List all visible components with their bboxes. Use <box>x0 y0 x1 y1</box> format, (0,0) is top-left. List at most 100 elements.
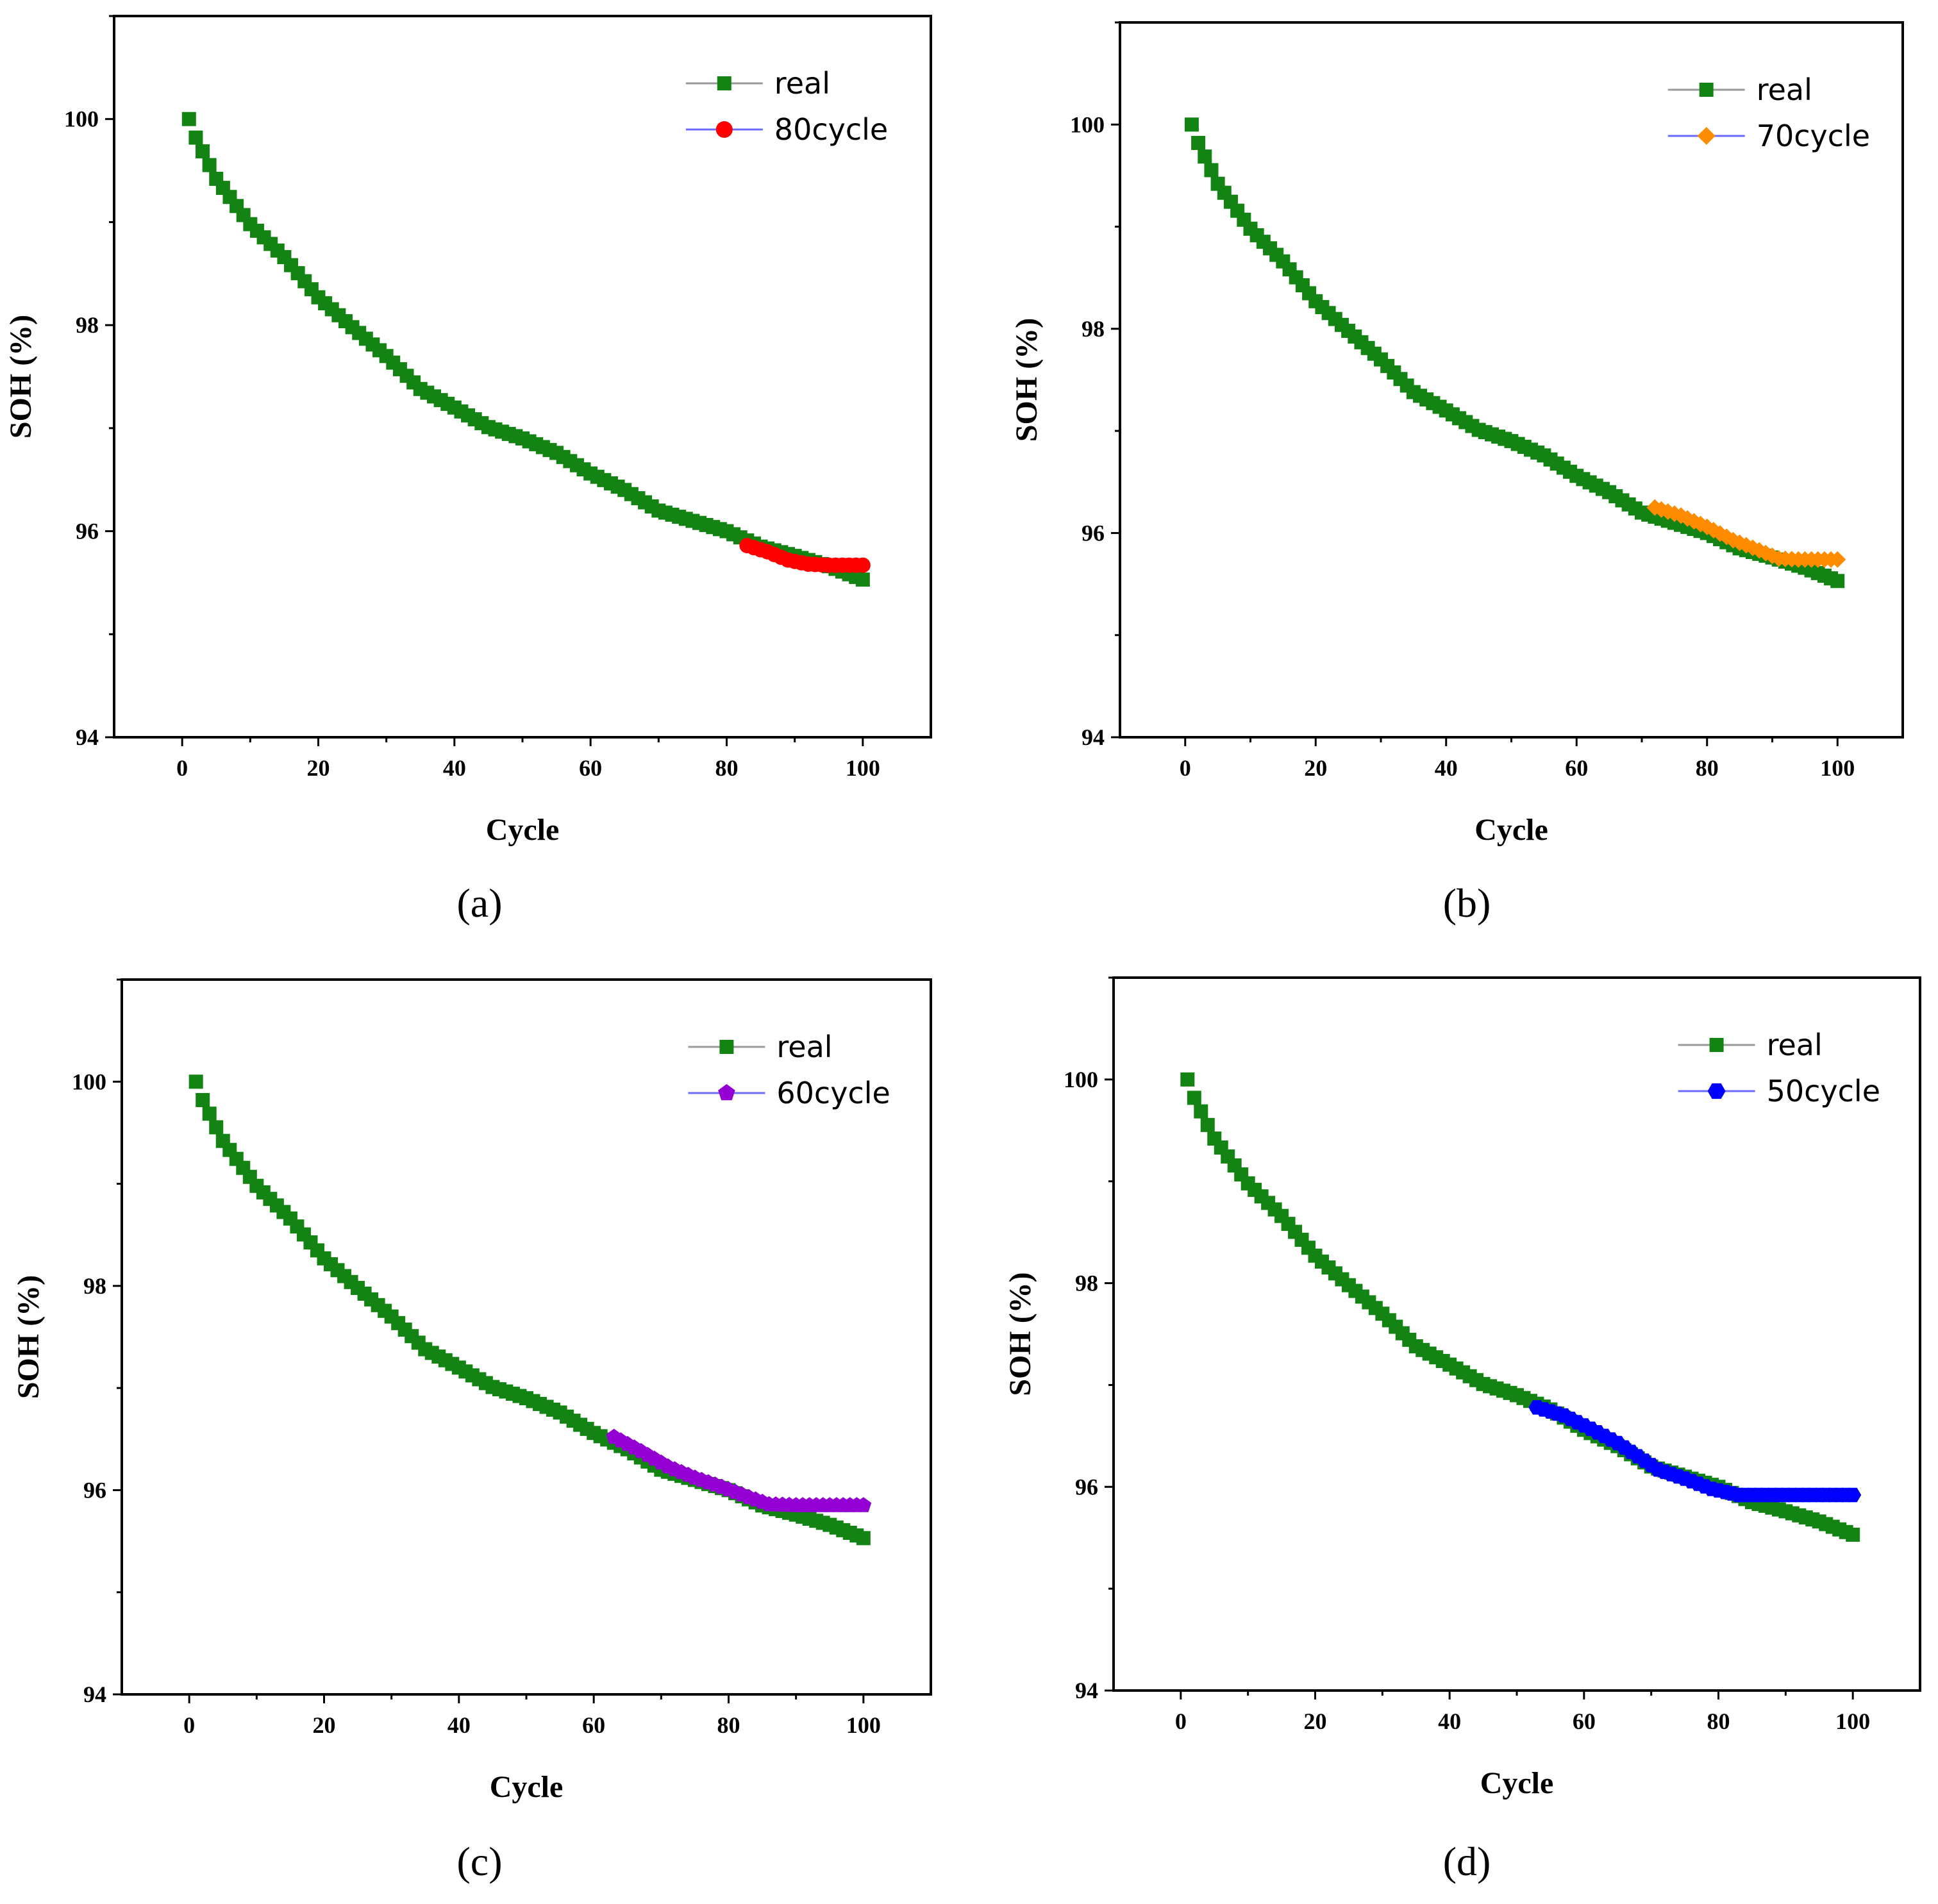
panel-b: 0 20 40 60 80 100 94 96 98 100 Cycle SOH (%) real 70c… <box>1010 21 1904 926</box>
y-axis-title: SOH (%) <box>1003 1272 1037 1396</box>
y-tick-label: 100 <box>72 1069 106 1094</box>
legend-marker-60cycle <box>718 1084 735 1101</box>
y-tick-label: 98 <box>1082 316 1105 342</box>
data-point-real <box>202 158 217 172</box>
panel-caption: (a) <box>456 880 502 926</box>
x-tick-label: 60 <box>1565 755 1588 781</box>
y-axis-title: SOH (%) <box>4 315 38 438</box>
x-tick-label: 0 <box>176 755 188 781</box>
x-tick-label: 0 <box>183 1712 195 1738</box>
y-tick-label: 94 <box>1075 1678 1098 1703</box>
panel-caption: (c) <box>456 1839 502 1884</box>
legend-label: real <box>776 1030 832 1064</box>
y-tick-label: 100 <box>1064 1067 1098 1092</box>
data-point-real <box>181 112 196 126</box>
legend-marker-70cycle <box>1697 127 1716 145</box>
data-point-real <box>1204 163 1219 178</box>
y-tick-label: 100 <box>1070 112 1105 137</box>
x-axis-title: Cycle <box>490 1770 564 1804</box>
x-tick-label: 0 <box>1180 755 1191 781</box>
legend-marker-real <box>1709 1038 1724 1052</box>
y-tick-label: 94 <box>1082 724 1105 750</box>
x-tick-label: 100 <box>846 755 880 781</box>
data-point-real <box>1184 117 1199 132</box>
panel-a: 0 20 40 60 80 100 94 96 98 100 Cycle SOH (%) real 80c… <box>4 15 932 926</box>
x-tick-label: 20 <box>307 755 330 781</box>
y-tick-label: 98 <box>83 1273 106 1299</box>
data-point-real <box>209 1120 224 1135</box>
y-tick-label: 100 <box>64 106 99 132</box>
data-point-70cycle <box>1829 551 1846 568</box>
x-tick-label: 20 <box>1304 755 1327 781</box>
panel-caption: (b) <box>1443 880 1491 926</box>
data-point-real <box>1194 1104 1208 1119</box>
y-axis-title: SOH (%) <box>1010 318 1044 442</box>
panel-c: 0 20 40 60 80 100 94 96 98 100 Cycle SOH (%) real 60c… <box>12 978 932 1884</box>
data-point-real <box>1191 135 1206 150</box>
data-point-real <box>196 1092 210 1107</box>
x-tick-label: 100 <box>846 1712 881 1738</box>
data-point-50cycle <box>1844 1487 1862 1503</box>
x-tick-label: 80 <box>715 755 739 781</box>
legend-label: 80cycle <box>774 112 888 147</box>
x-tick-label: 60 <box>582 1712 605 1738</box>
x-tick-label: 40 <box>1438 1708 1461 1734</box>
x-tick-label: 40 <box>1435 755 1458 781</box>
x-tick-label: 0 <box>1175 1708 1187 1734</box>
x-tick-label: 80 <box>717 1712 740 1738</box>
x-tick-label: 20 <box>313 1712 336 1738</box>
data-point-real <box>1180 1072 1195 1087</box>
y-tick-label: 98 <box>1075 1271 1098 1296</box>
legend-label: 70cycle <box>1757 119 1870 153</box>
x-tick-label: 20 <box>1304 1708 1327 1734</box>
y-axis-title: SOH (%) <box>12 1275 46 1399</box>
legend-marker-real <box>1699 83 1714 97</box>
series-real <box>1184 117 1845 589</box>
legend-label: real <box>1767 1028 1823 1062</box>
data-point-real <box>1198 149 1212 164</box>
data-point-real <box>1830 574 1845 589</box>
y-tick-label: 96 <box>1075 1474 1098 1499</box>
x-tick-label: 100 <box>1820 755 1855 781</box>
y-tick-label: 96 <box>1082 520 1105 546</box>
data-point-real <box>202 1106 217 1121</box>
legend-label: real <box>774 66 830 101</box>
legend-marker-50cycle <box>1707 1083 1726 1099</box>
legend-marker-80cycle <box>715 121 733 138</box>
x-tick-label: 80 <box>1696 755 1719 781</box>
series-real <box>1180 1072 1860 1542</box>
panel-caption: (d) <box>1443 1839 1491 1884</box>
legend-marker-real <box>719 1040 734 1054</box>
data-point-real <box>1187 1090 1201 1105</box>
data-point-real <box>1846 1527 1860 1542</box>
data-point-80cycle <box>855 557 871 573</box>
y-tick-label: 96 <box>76 519 99 544</box>
legend-marker-real <box>717 76 731 90</box>
series-50cycle <box>1528 1400 1862 1503</box>
data-point-real <box>188 130 203 145</box>
series-70cycle <box>1646 499 1846 568</box>
series-80cycle <box>739 538 871 573</box>
x-tick-label: 80 <box>1707 1708 1730 1734</box>
data-point-real <box>1200 1117 1215 1132</box>
y-tick-label: 94 <box>83 1682 106 1707</box>
x-axis-title: Cycle <box>486 813 560 847</box>
panel-d: 0 20 40 60 80 100 94 96 98 100 Cycle SOH (%) real 50c… <box>1003 976 1921 1884</box>
data-point-real <box>188 1074 203 1089</box>
y-tick-label: 94 <box>76 724 99 750</box>
y-tick-label: 96 <box>83 1477 106 1503</box>
data-point-real <box>856 1531 871 1546</box>
series-real <box>181 112 870 587</box>
x-tick-label: 60 <box>579 755 602 781</box>
data-point-60cycle <box>855 1497 872 1512</box>
series-real <box>188 1074 871 1546</box>
x-tick-label: 100 <box>1835 1708 1870 1734</box>
legend-label: real <box>1757 72 1812 107</box>
x-axis-title: Cycle <box>1474 813 1548 847</box>
x-tick-label: 40 <box>443 755 466 781</box>
data-point-real <box>855 572 870 587</box>
y-tick-label: 98 <box>76 312 99 338</box>
series-60cycle <box>606 1428 872 1512</box>
data-point-real <box>196 144 210 159</box>
